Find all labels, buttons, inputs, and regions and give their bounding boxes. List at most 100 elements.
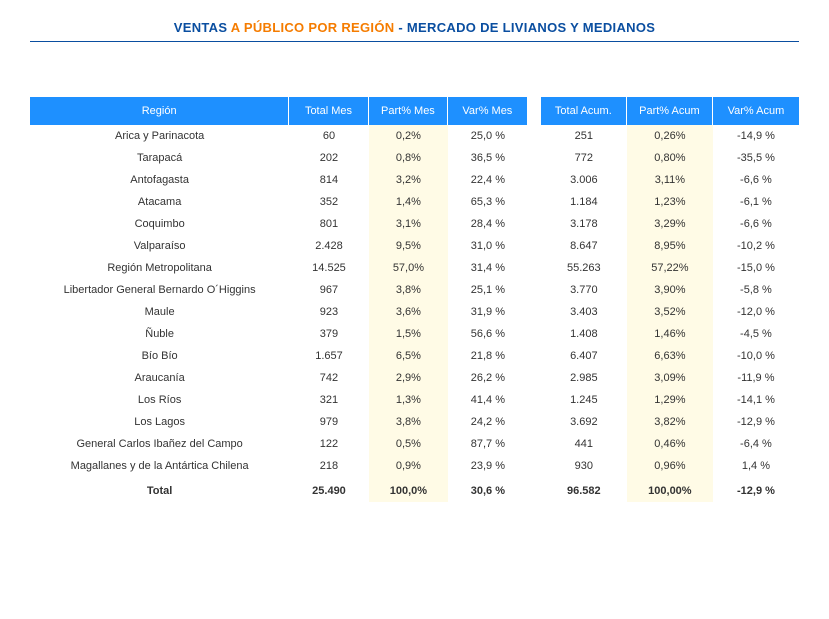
cell-part-acum: 1,23%	[627, 191, 713, 213]
cell-part-mes: 1,5%	[369, 323, 448, 345]
cell-region: Antofagasta	[30, 169, 289, 191]
cell-part-mes: 1,4%	[369, 191, 448, 213]
cell-var-acum: -10,2 %	[713, 235, 799, 257]
cell-total-acum: 441	[541, 433, 627, 455]
table-row: Magallanes y de la Antártica Chilena218 0…	[30, 455, 799, 477]
cell-var-acum: -6,6 %	[713, 213, 799, 235]
cell-gap	[528, 345, 541, 367]
cell-part-mes: 0,8%	[369, 147, 448, 169]
cell-part-acum: 1,29%	[627, 389, 713, 411]
cell-total-acum: 251	[541, 125, 627, 147]
cell-part-mes: 0,5%	[369, 433, 448, 455]
title-rule	[30, 41, 799, 42]
table-row: Bío Bío1.6576,5%21,8 %6.4076,63%-10,0 %	[30, 345, 799, 367]
cell-total-mes: 352	[289, 191, 368, 213]
cell-part-acum: 8,95%	[627, 235, 713, 257]
cell-part-mes: 3,6%	[369, 301, 448, 323]
cell-var-acum: -12,9 %	[713, 411, 799, 433]
cell-gap	[528, 279, 541, 301]
cell-var-mes: 56,6 %	[448, 323, 527, 345]
cell-total-mes: 742	[289, 367, 368, 389]
table-row: Coquimbo8013,1%28,4 %3.1783,29%-6,6 %	[30, 213, 799, 235]
cell-gap	[528, 125, 541, 147]
cell-part-mes: 9,5%	[369, 235, 448, 257]
cell-var-acum: -12,9 %	[713, 477, 799, 502]
cell-gap	[528, 477, 541, 502]
table-row: General Carlos Ibañez del Campo1220,5%87…	[30, 433, 799, 455]
cell-region: Atacama	[30, 191, 289, 213]
cell-gap	[528, 301, 541, 323]
cell-total-acum: 1.184	[541, 191, 627, 213]
cell-var-acum: -6,1 %	[713, 191, 799, 213]
cell-gap	[528, 455, 541, 477]
cell-region: Coquimbo	[30, 213, 289, 235]
page-title: VENTAS A PÚBLICO POR REGIÓN - MERCADO DE…	[30, 20, 799, 35]
cell-var-mes: 24,2 %	[448, 411, 527, 433]
col-part-mes: Part% Mes	[369, 97, 448, 125]
cell-total-mes: 25.490	[289, 477, 368, 502]
cell-var-mes: 25,1 %	[448, 279, 527, 301]
col-var-mes: Var% Mes	[448, 97, 527, 125]
cell-total-mes: 14.525	[289, 257, 368, 279]
table-row: Valparaíso2.4289,5%31,0 %8.6478,95%-10,2…	[30, 235, 799, 257]
cell-part-acum: 3,09%	[627, 367, 713, 389]
cell-region: Araucanía	[30, 367, 289, 389]
cell-total-mes: 814	[289, 169, 368, 191]
cell-total-acum: 8.647	[541, 235, 627, 257]
cell-part-mes: 1,3%	[369, 389, 448, 411]
table-row: Región Metropolitana14.52557,0%31,4 %55.…	[30, 257, 799, 279]
cell-region: Libertador General Bernardo O´Higgins	[30, 279, 289, 301]
table-row: Antofagasta8143,2%22,4 %3.0063,11%-6,6 %	[30, 169, 799, 191]
cell-total-acum: 3.178	[541, 213, 627, 235]
cell-gap	[528, 235, 541, 257]
col-total-acum: Total Acum.	[541, 97, 627, 125]
cell-total-acum: 3.692	[541, 411, 627, 433]
cell-total-acum: 930	[541, 455, 627, 477]
cell-part-acum: 3,90%	[627, 279, 713, 301]
cell-var-mes: 21,8 %	[448, 345, 527, 367]
cell-region: Magallanes y de la Antártica Chilena	[30, 455, 289, 477]
cell-gap	[528, 147, 541, 169]
cell-total-mes: 202	[289, 147, 368, 169]
cell-part-mes: 57,0%	[369, 257, 448, 279]
cell-gap	[528, 191, 541, 213]
cell-part-mes: 6,5%	[369, 345, 448, 367]
cell-part-acum: 1,46%	[627, 323, 713, 345]
cell-var-mes: 25,0 %	[448, 125, 527, 147]
cell-total-acum: 2.985	[541, 367, 627, 389]
title-suffix: MERCADO DE LIVIANOS Y MEDIANOS	[407, 20, 655, 35]
col-total-mes: Total Mes	[289, 97, 368, 125]
cell-total-acum: 96.582	[541, 477, 627, 502]
cell-var-mes: 22,4 %	[448, 169, 527, 191]
table-row: Atacama3521,4%65,3 %1.1841,23%-6,1 %	[30, 191, 799, 213]
table-row: Libertador General Bernardo O´Higgins967…	[30, 279, 799, 301]
cell-part-acum: 100,00%	[627, 477, 713, 502]
cell-region: Total	[30, 477, 289, 502]
cell-var-mes: 36,5 %	[448, 147, 527, 169]
cell-var-mes: 31,4 %	[448, 257, 527, 279]
cell-region: Ñuble	[30, 323, 289, 345]
cell-part-mes: 3,1%	[369, 213, 448, 235]
cell-var-acum: 1,4 %	[713, 455, 799, 477]
cell-part-acum: 3,11%	[627, 169, 713, 191]
cell-total-mes: 60	[289, 125, 368, 147]
cell-part-acum: 3,82%	[627, 411, 713, 433]
cell-total-mes: 923	[289, 301, 368, 323]
cell-var-acum: -35,5 %	[713, 147, 799, 169]
cell-var-acum: -14,1 %	[713, 389, 799, 411]
cell-var-acum: -6,4 %	[713, 433, 799, 455]
cell-total-acum: 3.403	[541, 301, 627, 323]
cell-part-acum: 0,96%	[627, 455, 713, 477]
cell-region: Valparaíso	[30, 235, 289, 257]
cell-total-acum: 6.407	[541, 345, 627, 367]
cell-gap	[528, 213, 541, 235]
cell-total-mes: 2.428	[289, 235, 368, 257]
cell-total-mes: 801	[289, 213, 368, 235]
cell-var-mes: 30,6 %	[448, 477, 527, 502]
table-row: Los Ríos3211,3%41,4 %1.2451,29%-14,1 %	[30, 389, 799, 411]
cell-var-acum: -11,9 %	[713, 367, 799, 389]
table-row: Maule9233,6%31,9 %3.4033,52%-12,0 %	[30, 301, 799, 323]
cell-total-mes: 218	[289, 455, 368, 477]
cell-var-mes: 31,9 %	[448, 301, 527, 323]
cell-region: Los Lagos	[30, 411, 289, 433]
